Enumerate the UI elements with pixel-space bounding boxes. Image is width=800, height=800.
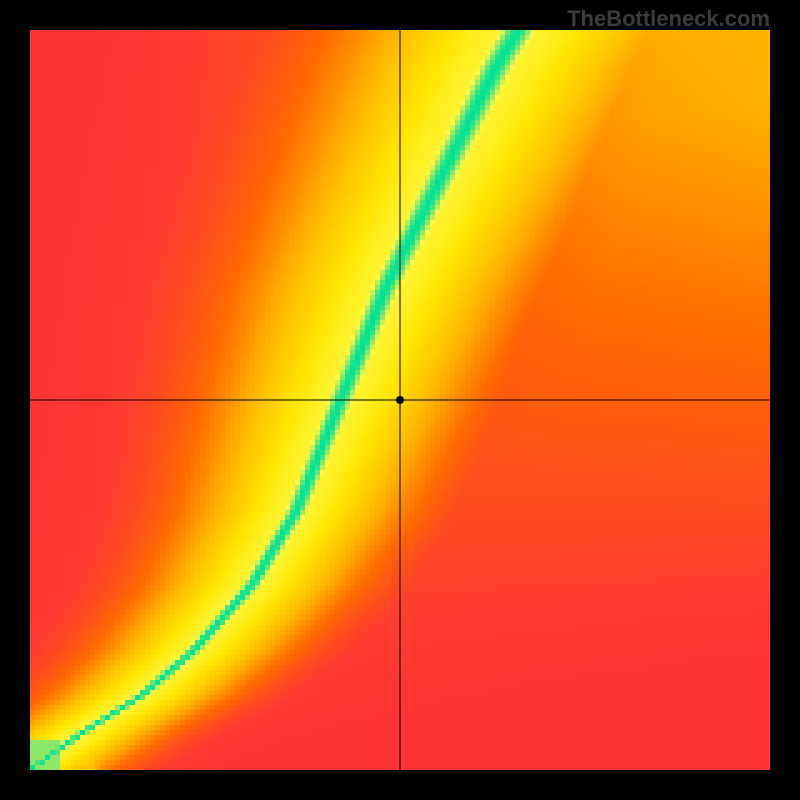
- bottleneck-heatmap: [30, 30, 770, 770]
- chart-container: TheBottleneck.com: [0, 0, 800, 800]
- watermark-text: TheBottleneck.com: [567, 6, 770, 32]
